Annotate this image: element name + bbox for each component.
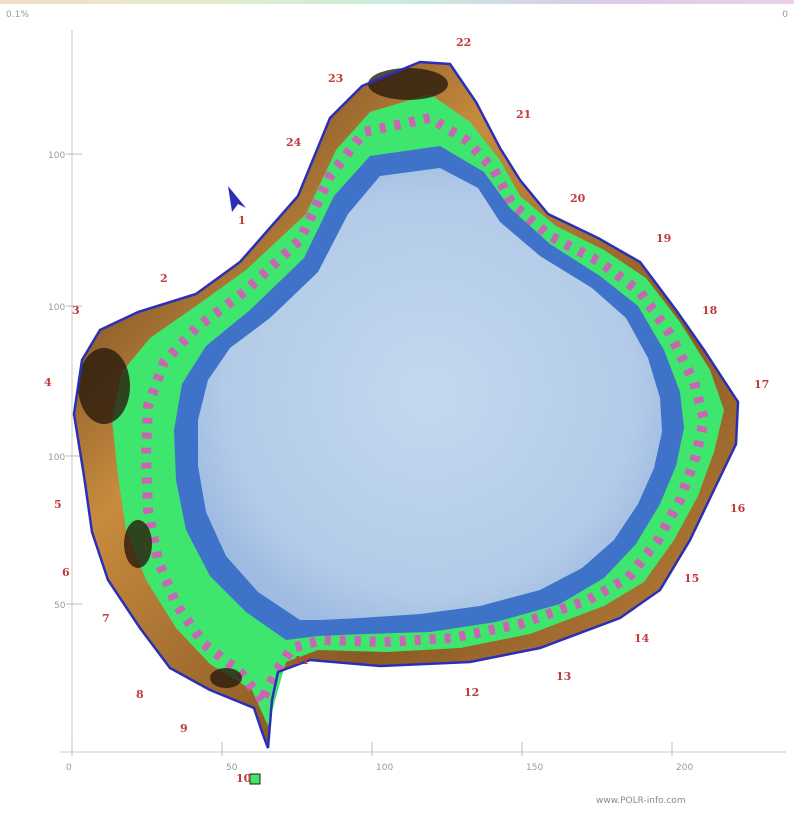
y-tick-label: 50 [54,601,66,611]
axes [60,30,786,756]
x-tick-label: 0 [66,763,72,773]
arrow-marker [228,186,246,212]
dark-patch [210,668,242,688]
region-label: 8 [136,688,144,701]
x-ticks: 0 50 100 150 200 [66,742,693,773]
magenta-ring [140,112,710,710]
region-label: 16 [730,502,746,515]
region-label: 1 [238,214,246,227]
region-labels: 1 2 3 4 5 6 7 8 9 10 11 12 13 14 15 16 1… [44,36,769,785]
region-label: 3 [72,304,80,317]
region-outline [72,60,740,749]
x-tick-label: 100 [376,763,393,773]
y-tick-label: 100 [48,453,65,463]
region-label: 23 [328,72,343,85]
region-label: 24 [286,136,302,149]
region-label: 21 [516,108,531,121]
region-label: 9 [180,722,188,735]
region-label: 4 [44,376,52,389]
top-right-label: 0 [782,10,788,20]
region-label: 12 [464,686,479,699]
region-label: 18 [702,304,718,317]
region-label: 6 [62,566,70,579]
y-tick-label: 100 [48,151,65,161]
region-label: 19 [656,232,671,245]
x-tick-label: 50 [226,763,238,773]
region-label: 7 [102,612,110,625]
dark-patch [78,348,130,424]
y-ticks: 100 100 100 50 [48,151,82,611]
y-tick-label: 100 [48,303,65,313]
core-region [198,168,662,620]
dark-patch [124,520,152,568]
region-label: 20 [570,192,586,205]
region-label: 10 [236,772,252,785]
region-label: 11 [294,654,309,667]
region-label: 5 [54,498,62,511]
x-tick-label: 150 [526,763,543,773]
x-tick-label: 200 [676,763,693,773]
region-label: 22 [456,36,471,49]
region-label: 2 [160,272,168,285]
region-label: 17 [754,378,769,391]
region-label: 14 [634,632,650,645]
region-label: 15 [684,572,699,585]
color-strip [0,0,794,4]
footer-credit: www.POLR-info.com [596,796,686,806]
top-left-label: 0.1% [6,10,29,20]
bottom-marker [249,773,261,785]
dark-patch [368,68,448,100]
region-label: 13 [556,670,571,683]
